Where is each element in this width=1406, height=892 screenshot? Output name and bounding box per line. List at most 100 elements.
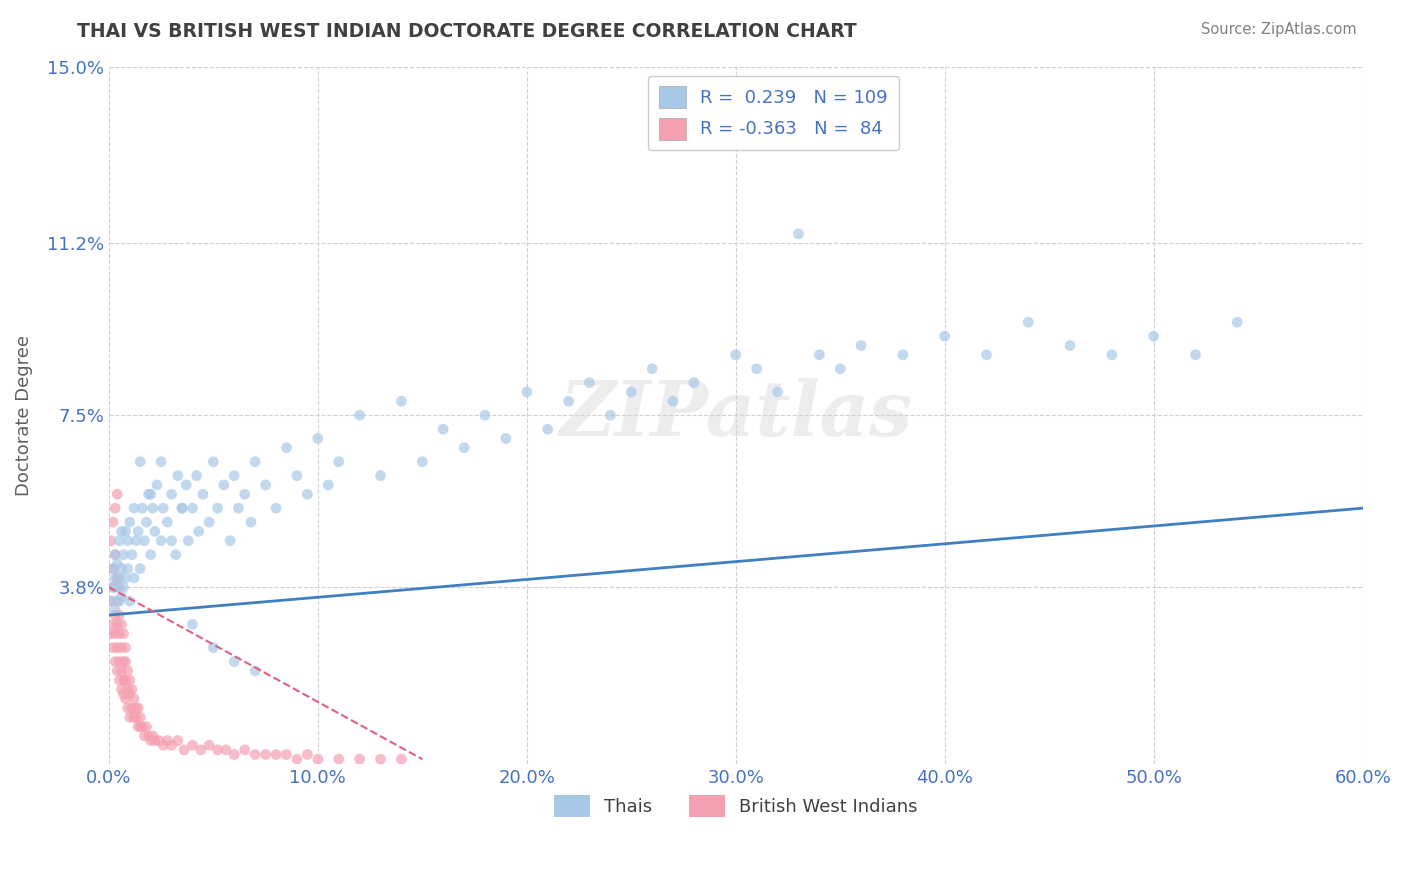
Point <box>243 664 266 678</box>
Point <box>105 580 128 594</box>
Point <box>104 501 127 516</box>
Point <box>105 617 128 632</box>
Text: THAI VS BRITISH WEST INDIAN DOCTORATE DEGREE CORRELATION CHART: THAI VS BRITISH WEST INDIAN DOCTORATE DE… <box>77 22 858 41</box>
Point <box>641 361 664 376</box>
Point <box>104 608 127 623</box>
Point <box>202 455 225 469</box>
Point <box>724 348 747 362</box>
Point <box>181 617 204 632</box>
Point <box>370 752 392 766</box>
Point <box>129 561 152 575</box>
Point <box>150 455 173 469</box>
Point <box>537 422 560 436</box>
Point <box>143 733 166 747</box>
Point <box>233 487 256 501</box>
Point <box>285 468 308 483</box>
Point <box>160 533 183 548</box>
Point <box>139 733 162 747</box>
Point <box>101 580 124 594</box>
Point <box>1184 348 1206 362</box>
Point <box>105 594 128 608</box>
Point <box>135 720 157 734</box>
Point <box>105 664 128 678</box>
Point <box>495 432 517 446</box>
Point <box>108 533 131 548</box>
Point <box>146 478 169 492</box>
Point <box>118 594 141 608</box>
Point <box>108 626 131 640</box>
Point <box>100 594 122 608</box>
Point <box>104 655 127 669</box>
Point <box>134 533 156 548</box>
Point <box>683 376 706 390</box>
Point <box>316 478 339 492</box>
Point <box>264 501 287 516</box>
Point <box>125 710 148 724</box>
Point <box>138 729 160 743</box>
Point <box>370 468 392 483</box>
Point <box>328 455 350 469</box>
Point <box>766 384 789 399</box>
Point <box>117 561 139 575</box>
Point <box>170 501 193 516</box>
Point <box>328 752 350 766</box>
Point <box>620 384 643 399</box>
Point <box>108 608 131 623</box>
Point <box>297 487 319 501</box>
Point <box>148 733 170 747</box>
Point <box>1101 348 1123 362</box>
Point <box>127 524 149 539</box>
Point <box>104 548 127 562</box>
Point <box>112 548 135 562</box>
Point <box>134 729 156 743</box>
Point <box>285 752 308 766</box>
Point <box>411 455 433 469</box>
Point <box>787 227 810 241</box>
Point <box>100 533 122 548</box>
Point <box>118 710 141 724</box>
Point <box>125 533 148 548</box>
Point <box>1143 329 1166 343</box>
Point <box>349 408 371 422</box>
Point <box>121 548 143 562</box>
Point <box>112 626 135 640</box>
Point <box>108 580 131 594</box>
Point <box>114 640 136 655</box>
Point <box>104 603 127 617</box>
Point <box>101 617 124 632</box>
Point <box>104 580 127 594</box>
Point <box>198 515 221 529</box>
Point <box>112 655 135 669</box>
Point <box>104 548 127 562</box>
Point <box>129 710 152 724</box>
Point <box>224 468 246 483</box>
Point <box>191 487 214 501</box>
Point <box>187 524 209 539</box>
Point <box>110 524 132 539</box>
Text: Source: ZipAtlas.com: Source: ZipAtlas.com <box>1201 22 1357 37</box>
Point <box>117 664 139 678</box>
Point <box>100 626 122 640</box>
Point <box>557 394 579 409</box>
Point <box>114 655 136 669</box>
Point <box>174 478 197 492</box>
Text: ZIPatlas: ZIPatlas <box>560 378 912 452</box>
Point <box>118 673 141 688</box>
Point <box>121 701 143 715</box>
Point <box>170 501 193 516</box>
Point <box>108 571 131 585</box>
Point <box>101 580 124 594</box>
Point <box>207 743 229 757</box>
Point <box>276 747 298 762</box>
Point <box>150 533 173 548</box>
Point <box>1226 315 1249 329</box>
Point <box>108 673 131 688</box>
Point <box>177 533 200 548</box>
Point <box>474 408 496 422</box>
Point <box>254 747 277 762</box>
Point <box>391 394 413 409</box>
Point <box>207 501 229 516</box>
Point <box>105 487 128 501</box>
Point <box>1059 338 1081 352</box>
Point <box>114 524 136 539</box>
